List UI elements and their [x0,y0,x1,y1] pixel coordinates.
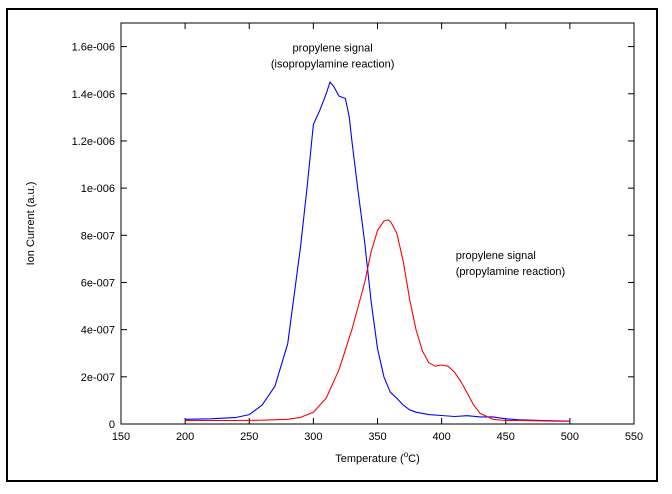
y-tick-label: 1.4e-006 [72,89,115,101]
annotation-1: propylene signal (isopropylamine reaction… [271,42,395,70]
series-line-isopropylamine [185,81,570,422]
annotation-line: (propylamine reaction) [456,266,565,278]
y-tick-label: 1.2e-006 [72,136,115,148]
y-tick-label: 8e-007 [81,230,115,242]
plot-area: 150 200 250 300 350 400 450 500 550 0 2e-007 4e-00… [72,22,643,443]
y-tick-label: 2e-007 [81,372,115,384]
annotation-line: (isopropylamine reaction) [271,58,395,70]
x-tick-label: 350 [368,431,386,443]
x-tick-label: 150 [112,431,130,443]
y-axis: 0 2e-007 4e-007 6e-007 8e-007 1e-006 1.2e-006 1… [72,42,634,431]
x-tick-label: 250 [240,431,258,443]
series-line-propylamine [185,219,570,422]
series-layer [185,81,570,422]
x-tick-label: 200 [176,431,194,443]
y-tick-label: 0 [109,419,115,431]
x-tick-label: 500 [561,431,579,443]
y-axis-title: Ion Current (a.u.) [25,182,37,266]
annotation-layer: propylene signal (isopropylamine reaction… [271,42,565,278]
x-tick-label: 450 [497,431,515,443]
figure-frame: 150 200 250 300 350 400 450 500 550 0 2e-007 4e-00… [6,8,658,482]
annotation-line: propylene signal [456,250,536,262]
y-tick-label: 1e-006 [81,183,115,195]
x-tick-label: 550 [625,431,643,443]
chart: 150 200 250 300 350 400 450 500 550 0 2e-007 4e-00… [25,22,643,465]
y-tick-label: 6e-007 [81,277,115,289]
annotation-2: propylene signal (propylamine reaction) [456,250,565,278]
plot-border [120,22,635,425]
y-tick-label: 4e-007 [81,325,115,337]
x-axis: 150 200 250 300 350 400 450 500 550 [112,23,643,443]
x-tick-label: 400 [432,431,450,443]
y-tick-label: 1.6e-006 [72,42,115,54]
x-axis-title: Temperature (oC) [335,450,420,465]
annotation-line: propylene signal [293,42,373,54]
x-tick-label: 300 [304,431,322,443]
